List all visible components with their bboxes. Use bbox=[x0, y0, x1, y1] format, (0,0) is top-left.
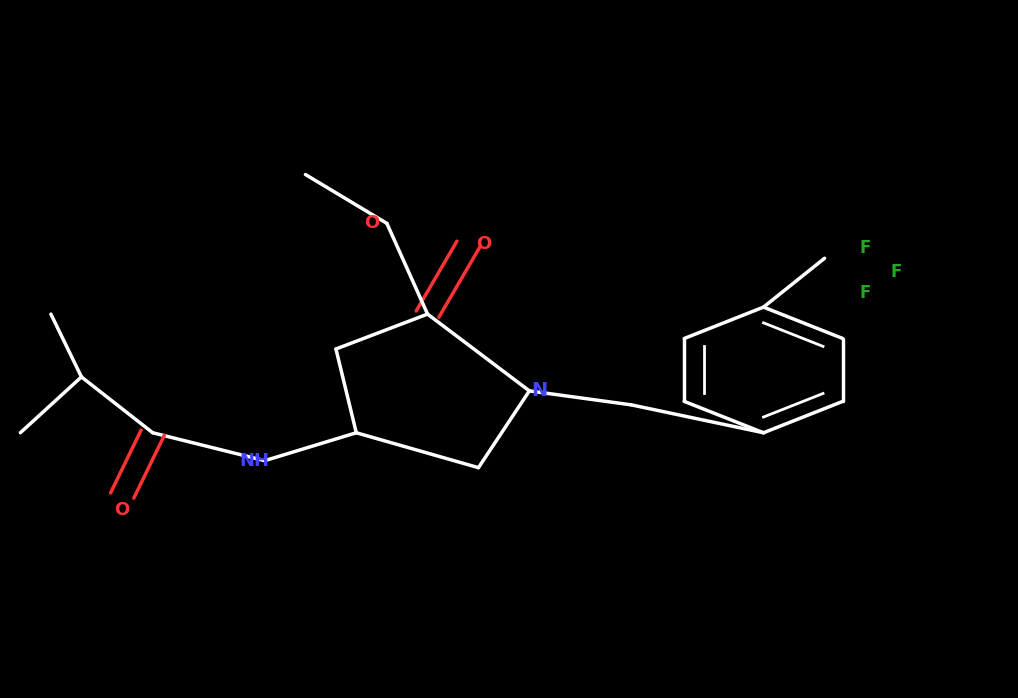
Text: F: F bbox=[890, 263, 902, 281]
Text: F: F bbox=[859, 239, 871, 257]
Text: F: F bbox=[859, 284, 871, 302]
Text: NH: NH bbox=[239, 452, 270, 470]
Text: O: O bbox=[364, 214, 379, 232]
Text: N: N bbox=[531, 381, 548, 401]
Text: O: O bbox=[115, 500, 129, 519]
Text: O: O bbox=[476, 235, 491, 253]
